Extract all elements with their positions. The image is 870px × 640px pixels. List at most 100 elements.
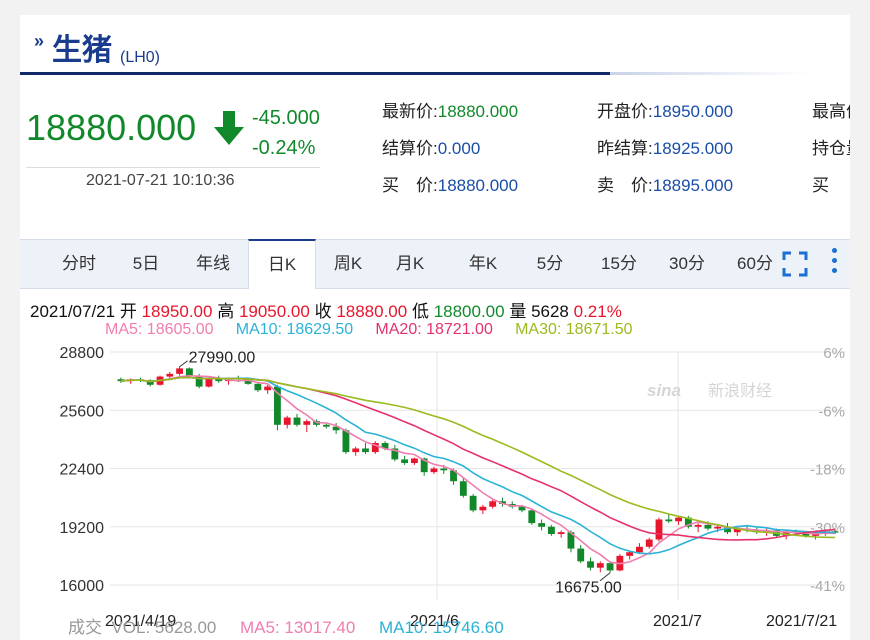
quote-value: 18895.000	[652, 176, 734, 195]
candle-body	[371, 443, 379, 453]
y-tick-label: 22400	[60, 462, 105, 479]
candle-body	[391, 448, 399, 460]
candle-body	[567, 532, 575, 549]
candle-body	[117, 379, 125, 382]
x-tick-label: 2021/7	[653, 613, 702, 630]
period-tabs: 分时 5日 年线 日K 周K 月K 年K 5分 15分 30分 60分	[20, 239, 850, 289]
last-price: 18880.000	[26, 107, 197, 148]
candle-body	[675, 517, 682, 522]
pct-tick-label: -41%	[810, 578, 845, 595]
ma20-line	[120, 376, 836, 541]
x-tick-label: 2021/7/21	[766, 613, 837, 630]
candle-body	[499, 501, 506, 504]
candle-body	[352, 448, 360, 453]
candle-body	[626, 552, 634, 556]
candle-body	[733, 528, 741, 533]
title-underline	[20, 72, 610, 75]
candle-body	[401, 459, 409, 464]
quote-field: 最新价:18880.000	[382, 97, 518, 122]
candle-body	[479, 506, 487, 511]
tab-1[interactable]: 5日	[132, 254, 160, 273]
pct-tick-label: -6%	[818, 403, 845, 420]
candle-body	[518, 506, 526, 511]
candle-body	[606, 563, 614, 571]
watermark-text: 新浪财经	[708, 382, 772, 400]
candle-body	[587, 561, 594, 568]
tab-2[interactable]: 年线	[196, 254, 230, 273]
tab-3[interactable]: 日K	[248, 239, 316, 289]
quote-field: 买	[812, 171, 846, 196]
tab-0[interactable]: 分时	[62, 254, 96, 273]
candle-body	[362, 448, 369, 453]
candle-body	[645, 539, 653, 547]
candle-body	[146, 380, 154, 385]
quote-value: 18950.000	[652, 102, 734, 121]
quote-field: 结算价:0.000	[382, 134, 480, 159]
candle-body	[420, 458, 428, 473]
candle-body	[450, 470, 457, 482]
quote-value: 18925.000	[652, 139, 734, 158]
quote-card: » 生猪 (LH0) 18880.000 -45.000 -0.24% 2021…	[20, 15, 850, 640]
ma30-legend: MA30: 18671.50	[515, 321, 633, 338]
candle-body	[293, 417, 301, 425]
ma5-legend: MA5: 18605.00	[105, 321, 214, 338]
candle-body	[684, 517, 692, 527]
tab-4[interactable]: 周K	[333, 254, 363, 273]
quote-label: 卖 价:	[597, 176, 653, 195]
volume-legend: 成交 VOL: 5628.00 MA5: 13017.40 MA10: 1574…	[68, 618, 504, 637]
fullscreen-icon[interactable]	[782, 251, 808, 277]
candle-body	[812, 534, 819, 536]
candle-body	[655, 519, 663, 540]
quote-label: 最新价:	[382, 102, 438, 121]
candle-body	[430, 468, 438, 473]
candle-body	[264, 386, 272, 391]
candle-body	[440, 468, 448, 471]
ma20-legend: MA20: 18721.00	[375, 321, 493, 338]
quote-label: 买 价:	[382, 176, 438, 195]
tab-7[interactable]: 5分	[536, 254, 564, 273]
quote-timestamp: 2021-07-21 10:10:36	[86, 172, 235, 189]
candle-body	[724, 526, 731, 533]
sina-logo-icon: sina	[647, 381, 681, 400]
candle-body	[577, 548, 585, 562]
tab-5[interactable]: 月K	[395, 254, 425, 273]
y-tick-label: 25600	[60, 403, 105, 420]
max-annotation: 27990.00	[189, 350, 256, 367]
candle-body	[254, 383, 262, 391]
candle-body	[489, 501, 497, 507]
quote-label: 买	[812, 176, 846, 195]
tab-6[interactable]: 年K	[468, 254, 498, 273]
ma10-legend: MA10: 18629.50	[235, 321, 354, 338]
candle-body	[704, 524, 712, 529]
down-arrow-icon	[214, 111, 244, 145]
y-tick-label: 19200	[60, 520, 105, 537]
quote-value: 18880.000	[437, 102, 519, 121]
x-tick-label: 2021/6	[410, 613, 459, 630]
candle-body	[215, 378, 223, 382]
more-options-icon[interactable]	[832, 248, 838, 278]
candle-body	[381, 443, 389, 449]
candle-body	[557, 532, 565, 535]
candle-body	[303, 421, 311, 425]
candle-body	[410, 458, 418, 464]
candle-body	[185, 368, 193, 376]
contract-code: (LH0)	[120, 49, 161, 66]
candle-body	[528, 510, 536, 524]
pct-tick-label: 6%	[823, 345, 845, 362]
candle-body	[459, 481, 467, 496]
tab-10[interactable]: 60分	[737, 254, 773, 273]
y-tick-label: 28800	[60, 345, 105, 362]
quote-label: 开盘价:	[597, 102, 653, 121]
kline-chart[interactable]: 28800 6%25600 -6%22400 -18%19200 -30%16000 -4…	[20, 340, 850, 630]
price-change: -45.000 -0.24%	[252, 103, 320, 163]
candle-body	[714, 526, 722, 529]
candle-body	[547, 526, 555, 535]
tab-9[interactable]: 30分	[669, 254, 705, 273]
tab-8[interactable]: 15分	[601, 254, 637, 273]
candle-body	[469, 495, 477, 511]
candle-body	[244, 379, 252, 384]
candle-body	[322, 424, 330, 427]
quote-field: 开盘价:18950.000	[597, 97, 733, 122]
min-annotation: 16675.00	[555, 580, 622, 597]
candle-body	[195, 375, 203, 387]
